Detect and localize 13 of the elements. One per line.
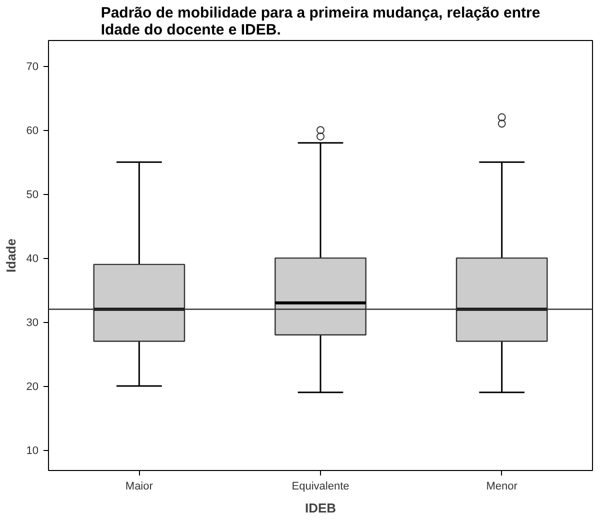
chart-title: Padrão de mobilidade para a primeira mudança, relação entre Idade do docente e IDEB. — [100, 4, 540, 38]
x-tick-label: Maior — [125, 480, 154, 492]
y-tick-label: 60 — [26, 125, 39, 138]
x-tick-label: Menor — [486, 480, 518, 492]
y-tick-label: 40 — [26, 253, 39, 266]
y-tick-label: 30 — [26, 317, 39, 330]
x-axis-title: IDEB — [304, 500, 336, 516]
y-tick-label: 50 — [26, 189, 39, 202]
y-tick-label: 70 — [26, 61, 39, 74]
y-tick-label: 10 — [26, 445, 39, 458]
y-axis-title: Idade — [3, 238, 18, 272]
x-tick-label: Equivalente — [292, 480, 350, 492]
y-tick-label: 20 — [26, 381, 39, 394]
